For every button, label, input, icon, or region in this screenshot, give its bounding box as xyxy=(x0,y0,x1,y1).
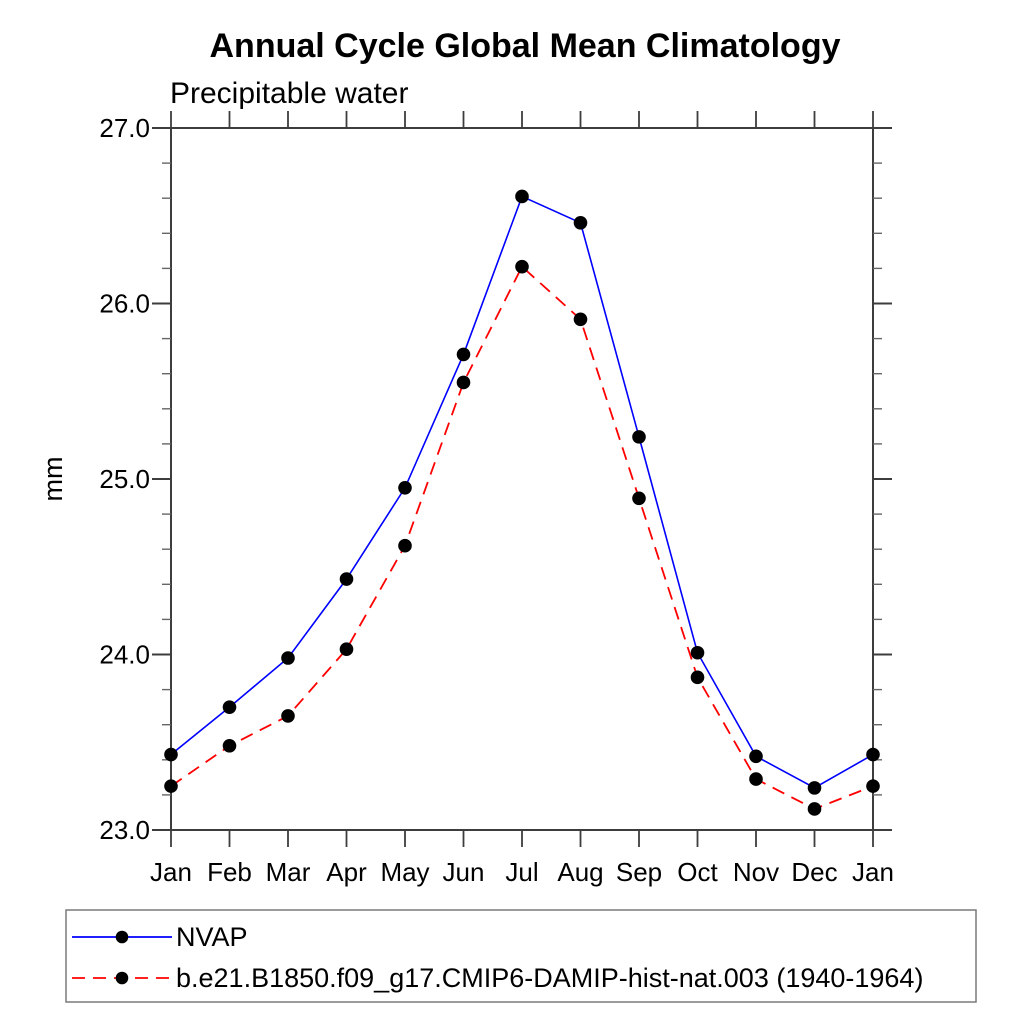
y-tick-label: 27.0 xyxy=(99,113,150,143)
data-point-marker xyxy=(515,189,529,204)
legend-marker-nvap-icon xyxy=(115,930,129,944)
data-point-marker xyxy=(749,749,763,764)
data-point-marker xyxy=(281,651,295,665)
x-tick-label: Jun xyxy=(443,857,485,887)
axes: Jan Feb Mar Apr May Jun Jul Aug Sep Oct Nov Dec Jan2… xyxy=(99,111,894,887)
data-point-marker xyxy=(866,779,880,793)
legend-box xyxy=(65,909,977,1003)
y-tick-label: 23.0 xyxy=(99,815,150,845)
data-point-marker xyxy=(339,572,354,586)
data-point-marker xyxy=(515,259,529,274)
data-point-marker xyxy=(749,772,763,786)
y-axis-label: mm xyxy=(38,457,68,502)
series-line-1 xyxy=(170,265,874,810)
x-tick-label: Jan xyxy=(150,857,192,887)
data-point-marker xyxy=(573,215,588,230)
x-tick-label: Sep xyxy=(616,857,662,887)
data-point-marker xyxy=(807,781,822,795)
x-tick-label: Aug xyxy=(557,857,603,887)
series-line-0 xyxy=(170,195,874,789)
data-point-marker xyxy=(398,480,412,495)
data-series xyxy=(164,189,880,816)
plot-frame xyxy=(170,127,874,831)
x-tick-label: May xyxy=(380,857,429,887)
data-point-marker xyxy=(281,709,295,723)
x-tick-label: Jul xyxy=(505,857,538,887)
data-point-marker xyxy=(690,670,705,685)
x-tick-label: Feb xyxy=(207,857,252,887)
x-tick-label: Jan xyxy=(852,857,894,887)
chart-subtitle: Precipitable water xyxy=(170,77,408,110)
data-point-marker xyxy=(398,538,412,553)
legend: NVAP b.e21.B1850.f09_g17.CMIP6-DAMIP-his… xyxy=(65,909,977,1003)
data-point-marker xyxy=(339,642,354,657)
x-tick-label: Oct xyxy=(677,857,718,887)
y-tick-label: 26.0 xyxy=(99,289,150,319)
data-point-marker xyxy=(222,700,237,714)
data-point-marker xyxy=(222,738,237,753)
data-point-marker xyxy=(632,430,646,444)
data-point-marker xyxy=(632,491,646,506)
x-tick-label: Dec xyxy=(791,857,837,887)
x-tick-label: Nov xyxy=(733,857,779,887)
data-point-marker xyxy=(807,802,822,816)
legend-marker-model-icon xyxy=(115,971,129,985)
data-point-marker xyxy=(456,375,471,390)
data-point-marker xyxy=(456,347,471,362)
data-point-marker xyxy=(164,747,178,762)
data-point-marker xyxy=(573,312,588,327)
x-tick-label: Apr xyxy=(326,857,367,887)
legend-label-nvap: NVAP xyxy=(176,922,248,952)
legend-label-model: b.e21.B1850.f09_g17.CMIP6-DAMIP-hist-nat… xyxy=(176,963,923,993)
chart-title: Annual Cycle Global Mean Climatology xyxy=(210,27,841,65)
y-tick-label: 24.0 xyxy=(99,640,150,670)
y-tick-label: 25.0 xyxy=(99,464,150,494)
data-point-marker xyxy=(866,747,880,762)
data-point-marker xyxy=(690,645,705,660)
data-point-marker xyxy=(164,779,178,793)
x-tick-label: Mar xyxy=(266,857,311,887)
